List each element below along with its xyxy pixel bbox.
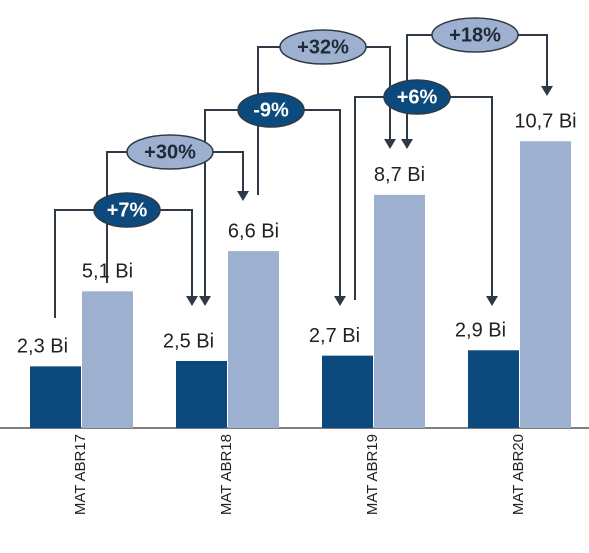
- annotation-bubble: [126, 134, 214, 170]
- bar: [520, 141, 571, 429]
- annotation: +30%: [144, 141, 196, 163]
- value-label: 8,7 Bi: [374, 164, 425, 186]
- value-label: 2,5 Bi: [163, 330, 214, 352]
- bar: [176, 361, 227, 428]
- x-tick-label: MAT ABR19: [364, 434, 381, 515]
- bar: [30, 366, 81, 428]
- x-tick-label: MAT ABR20: [510, 434, 527, 515]
- value-label: 2,3 Bi: [17, 336, 68, 358]
- x-tick-label: MAT ABR17: [72, 434, 89, 515]
- annotation: +18%: [449, 24, 501, 46]
- annotation: -9%: [253, 99, 289, 121]
- value-label: 2,9 Bi: [455, 320, 506, 342]
- annotation-bubble: [279, 29, 367, 65]
- annotation-bubble: [431, 17, 519, 53]
- bar: [322, 355, 373, 428]
- value-label: 5,1 Bi: [82, 261, 133, 283]
- annotation: +6%: [397, 86, 438, 108]
- value-label: 10,7 Bi: [514, 111, 576, 133]
- annotation-bubble: [383, 79, 451, 115]
- bar: [228, 251, 279, 428]
- annotation: +32%: [297, 36, 349, 58]
- value-label: 2,7 Bi: [309, 325, 360, 347]
- bar: [374, 194, 425, 428]
- value-label: 6,6 Bi: [228, 220, 279, 242]
- bar: [468, 350, 519, 428]
- annotation-bubble: [93, 192, 161, 228]
- x-tick-label: MAT ABR18: [218, 434, 235, 515]
- arrowheads: [186, 86, 553, 306]
- bar: [82, 291, 133, 428]
- annotation-bubble: [237, 92, 305, 128]
- annotation: +7%: [107, 199, 148, 221]
